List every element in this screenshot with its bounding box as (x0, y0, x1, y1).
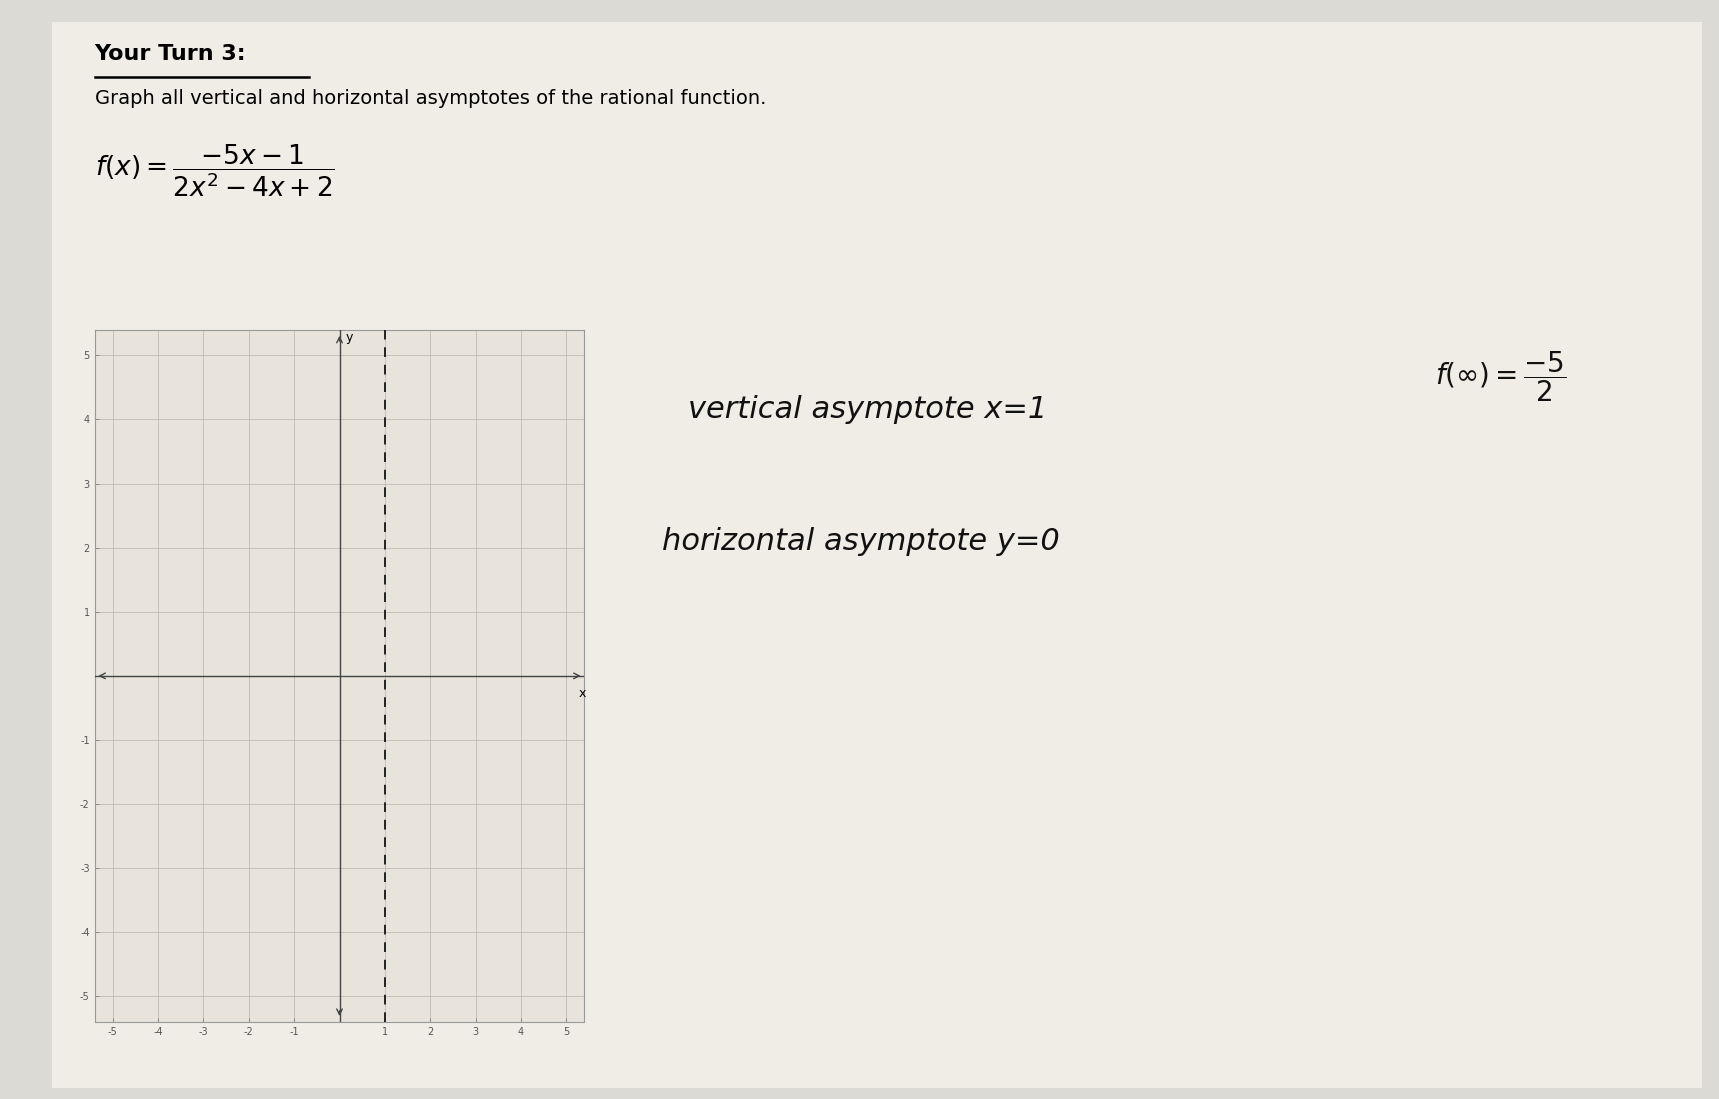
Text: Your Turn 3:: Your Turn 3: (95, 44, 246, 65)
Text: vertical asymptote x=1: vertical asymptote x=1 (688, 395, 1047, 423)
Text: horizontal asymptote y=0: horizontal asymptote y=0 (662, 526, 1059, 555)
Text: y: y (346, 331, 352, 344)
Text: Graph all vertical and horizontal asymptotes of the rational function.: Graph all vertical and horizontal asympt… (95, 89, 767, 109)
Text: $f(\infty) = \dfrac{-5}{2}$: $f(\infty) = \dfrac{-5}{2}$ (1435, 349, 1568, 403)
Text: $f(x) = \dfrac{-5x-1}{2x^2-4x+2}$: $f(x) = \dfrac{-5x-1}{2x^2-4x+2}$ (95, 142, 335, 199)
Text: x: x (579, 687, 586, 700)
FancyBboxPatch shape (52, 22, 1702, 1088)
